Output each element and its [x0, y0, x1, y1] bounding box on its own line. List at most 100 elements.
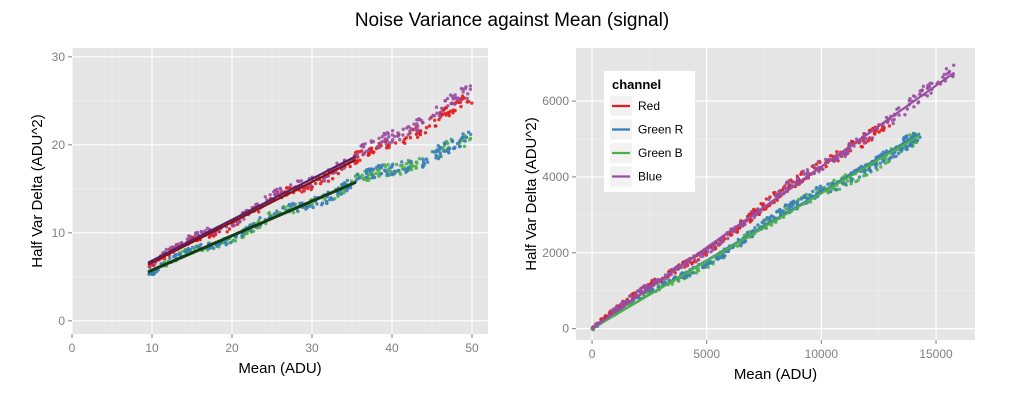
data-point	[452, 146, 457, 150]
data-point	[915, 138, 920, 142]
x-tick-label: 20	[225, 341, 239, 355]
data-point	[153, 261, 157, 266]
data-point	[444, 113, 448, 117]
data-point	[318, 181, 323, 186]
data-point	[437, 114, 442, 118]
data-point	[334, 170, 338, 175]
y-axis-title: Half Var Delta (ADU^2)	[29, 114, 46, 267]
data-point	[227, 227, 232, 231]
data-point	[784, 207, 789, 211]
data-point	[437, 117, 441, 122]
data-point	[336, 194, 340, 198]
data-point	[342, 181, 347, 185]
data-point	[398, 138, 402, 142]
data-point	[275, 209, 279, 213]
data-point	[172, 254, 176, 259]
x-tick-label: 50	[465, 341, 479, 355]
data-point	[404, 170, 408, 174]
data-point	[451, 97, 455, 101]
data-point	[468, 84, 473, 88]
data-point	[326, 179, 331, 183]
data-point	[152, 271, 156, 276]
data-point	[400, 160, 404, 164]
data-point	[215, 244, 219, 248]
data-point	[897, 151, 901, 156]
data-point	[286, 186, 290, 190]
data-point	[367, 152, 371, 156]
data-point	[393, 141, 398, 145]
data-point	[443, 141, 447, 146]
data-point	[392, 172, 396, 176]
data-point	[345, 178, 350, 183]
data-point	[688, 274, 692, 278]
data-point	[834, 187, 839, 192]
data-point	[438, 151, 442, 155]
data-point	[894, 154, 898, 158]
data-point	[881, 150, 886, 154]
data-point	[690, 262, 694, 266]
y-axis-title: Half Var Delta (ADU^2)	[523, 117, 540, 270]
data-point	[183, 250, 188, 254]
data-point	[735, 244, 740, 248]
data-point	[249, 228, 253, 233]
data-point	[388, 166, 392, 170]
data-point	[419, 129, 423, 133]
data-point	[401, 133, 405, 137]
data-point	[199, 242, 203, 247]
data-point	[177, 242, 181, 246]
data-point	[445, 96, 450, 101]
data-point	[719, 241, 724, 245]
data-point	[802, 195, 806, 199]
data-point	[795, 200, 799, 204]
data-point	[764, 197, 769, 201]
data-point	[330, 177, 335, 181]
data-point	[879, 165, 883, 169]
data-point	[205, 226, 210, 230]
data-point	[453, 108, 457, 113]
data-point	[329, 196, 333, 200]
data-point	[694, 259, 698, 263]
data-point	[410, 164, 414, 168]
data-point	[174, 244, 178, 248]
data-point	[760, 220, 764, 225]
data-point	[907, 133, 912, 137]
data-point	[791, 202, 795, 206]
data-point	[385, 131, 389, 135]
data-point	[396, 134, 400, 138]
data-point	[364, 178, 369, 182]
data-point	[700, 265, 705, 269]
data-point	[648, 289, 653, 293]
data-point	[363, 142, 367, 146]
data-point	[857, 175, 862, 179]
data-point	[421, 163, 425, 167]
data-point	[944, 67, 949, 71]
data-point	[897, 113, 901, 117]
data-point	[748, 220, 752, 224]
data-point	[811, 189, 815, 194]
data-point	[364, 171, 369, 176]
data-point	[427, 124, 432, 128]
data-point	[846, 151, 850, 155]
data-point	[740, 240, 745, 245]
data-point	[447, 111, 451, 116]
data-point	[224, 240, 228, 244]
data-point	[829, 189, 833, 194]
legend-label: Blue	[638, 170, 662, 184]
data-point	[418, 132, 422, 136]
data-point	[403, 141, 407, 145]
data-point	[360, 173, 364, 177]
data-point	[380, 163, 384, 167]
data-point	[706, 265, 710, 269]
legend-label: Green R	[638, 123, 684, 137]
data-point	[891, 121, 895, 126]
data-point	[787, 206, 791, 211]
left-scatter-panel: 0 10 20 30 40 50 0 10 20 30 Mean (ADU) Half Var Del…	[29, 48, 488, 377]
data-point	[835, 150, 839, 154]
x-tick-label: 0	[69, 341, 76, 355]
data-point	[432, 150, 436, 154]
data-point	[799, 197, 803, 201]
data-point	[815, 185, 819, 190]
data-point	[424, 157, 428, 161]
data-point	[745, 230, 750, 235]
data-point	[372, 175, 377, 180]
